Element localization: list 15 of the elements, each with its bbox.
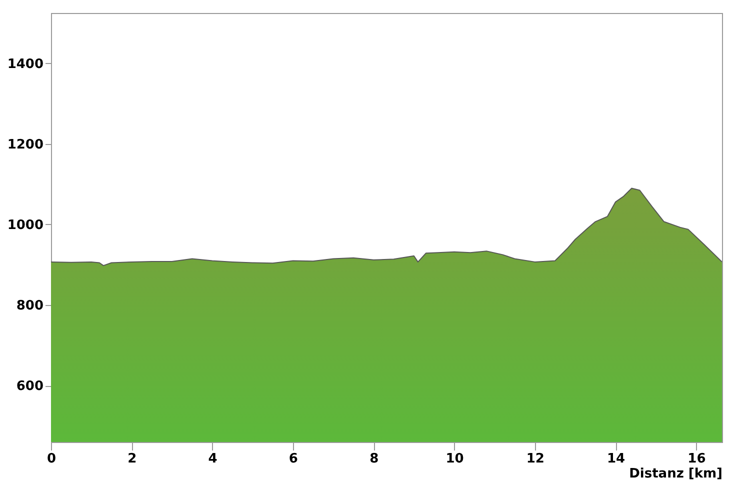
y-tick-label: 1400 [7, 56, 44, 72]
x-tick-label: 10 [446, 452, 464, 466]
y-tick-label: 1000 [7, 218, 44, 233]
y-tick-label: 1200 [7, 137, 44, 152]
x-tick-label: 4 [208, 452, 218, 466]
x-tick-label: 8 [370, 452, 379, 466]
y-tick-label: 800 [16, 298, 44, 314]
y-tick-label: 600 [16, 379, 44, 394]
x-tick-label: 14 [606, 452, 626, 466]
x-tick-label: 0 [46, 452, 56, 466]
x-tick-label: 6 [288, 452, 298, 466]
x-tick-label: 12 [526, 452, 544, 466]
x-tick-label: 16 [688, 452, 706, 466]
x-axis-title: Distanz [km] [629, 466, 722, 482]
x-tick-label: 2 [128, 452, 137, 466]
